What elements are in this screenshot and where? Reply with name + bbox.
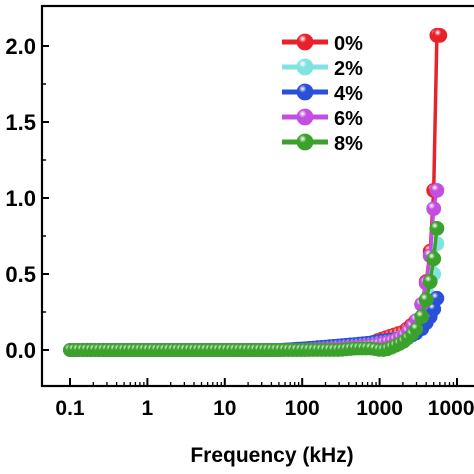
x-tick-label: 0.1: [55, 397, 85, 420]
legend: 0% 2% 4% 6% 8%: [282, 33, 363, 155]
series-line: [70, 190, 439, 352]
x-tick-label: 100: [285, 397, 320, 420]
legend-swatch-marker: [296, 108, 314, 126]
legend-label: 8%: [334, 133, 363, 155]
data-point: [426, 251, 442, 267]
data-point: [409, 322, 424, 336]
data-point: [414, 309, 430, 325]
series-layer: [63, 28, 448, 357]
x-tick-label: 1000: [356, 397, 403, 420]
legend-label: 0%: [334, 33, 363, 55]
data-point: [426, 201, 442, 217]
x-axis-label: Frequency (kHz): [190, 444, 353, 467]
series-0: [63, 28, 448, 357]
plot-frame: [40, 4, 474, 388]
x-tick-label: 10: [213, 397, 236, 420]
legend-swatch-marker: [296, 83, 314, 101]
legend-swatch-marker: [296, 33, 314, 51]
legend-swatch-marker: [296, 133, 314, 151]
data-point: [418, 292, 434, 308]
y-tick-label: 1.0: [5, 186, 36, 211]
series-line: [70, 33, 440, 352]
legend-swatch-marker: [296, 58, 314, 76]
legend-item: 2%: [282, 58, 363, 80]
y-tick-label: 0.0: [5, 338, 36, 363]
y-tick-label: 2.0: [5, 34, 36, 59]
legend-item: 4%: [282, 83, 363, 105]
legend-label: 4%: [334, 83, 363, 105]
legend-item: 8%: [282, 133, 363, 155]
data-point: [429, 182, 445, 198]
series-4: [63, 220, 445, 357]
data-point: [432, 28, 448, 43]
legend-item: 0%: [282, 33, 363, 55]
data-point: [429, 220, 445, 236]
legend-item: 6%: [282, 108, 363, 130]
y-tick-label: 0.5: [5, 262, 36, 287]
x-tick-label: 1: [142, 397, 154, 420]
legend-label: 2%: [334, 58, 363, 80]
legend-label: 6%: [334, 108, 363, 130]
data-point: [422, 274, 438, 290]
y-tick-label: 1.5: [5, 110, 36, 135]
